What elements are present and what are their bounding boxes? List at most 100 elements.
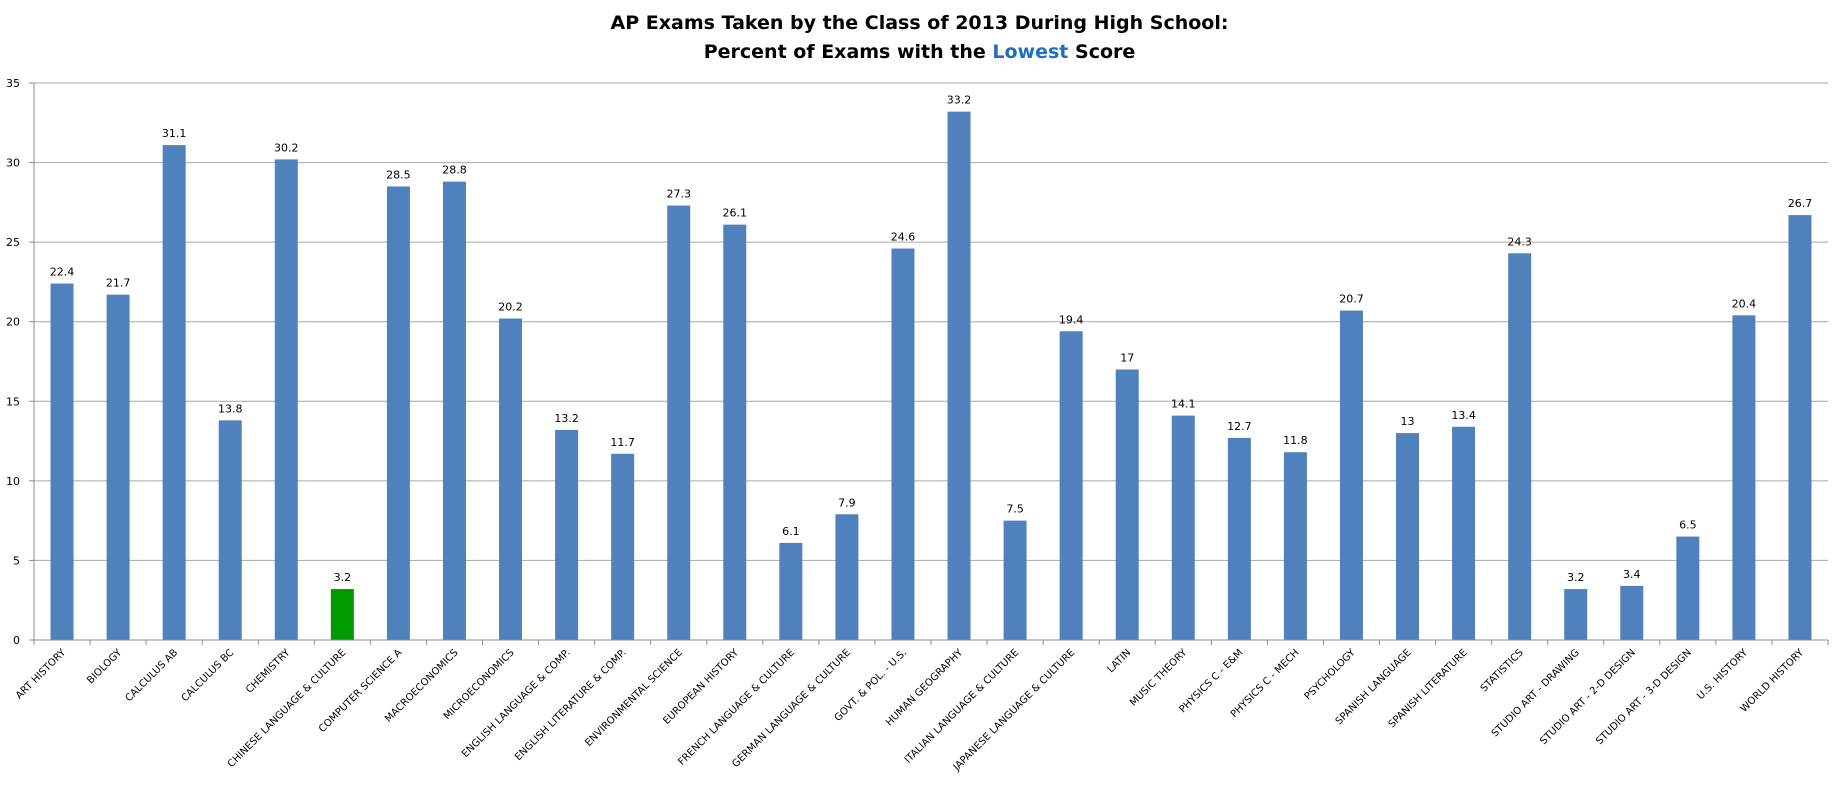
x-tick-label: ENVIRONMENTAL SCIENCE — [583, 647, 685, 749]
data-label: 13 — [1401, 415, 1415, 428]
bars — [50, 111, 1812, 641]
bar — [1227, 437, 1251, 640]
data-label: 13.2 — [554, 412, 579, 425]
bar — [1003, 520, 1027, 640]
x-tick-label: LATIN — [1105, 647, 1133, 675]
data-label: 24.3 — [1507, 235, 1532, 248]
data-label: 3.4 — [1623, 568, 1641, 581]
data-label: 7.5 — [1006, 503, 1024, 516]
data-label: 11.7 — [610, 436, 635, 449]
bar — [1396, 433, 1420, 640]
data-label: 28.5 — [386, 168, 411, 181]
x-tick-label: BIOLOGY — [85, 647, 125, 687]
bar — [667, 205, 691, 641]
data-label: 20.4 — [1732, 297, 1757, 310]
x-tick-label: ART HISTORY — [14, 647, 69, 702]
data-label: 3.2 — [334, 571, 352, 584]
y-axis-tick-labels: 0 5 10 15 20 25 30 35 — [6, 77, 20, 647]
x-tick-label: WORLD HISTORY — [1739, 647, 1807, 715]
x-tick-label: U.S. HISTORY — [1695, 647, 1750, 702]
bar — [1620, 585, 1644, 640]
data-label: 27.3 — [666, 188, 691, 201]
bar — [106, 294, 130, 640]
chart-title-prefix: Percent of Exams with the — [703, 41, 993, 63]
data-label: 7.9 — [838, 496, 856, 509]
y-tick-label: 25 — [6, 236, 20, 249]
data-label: 13.8 — [218, 402, 243, 415]
x-tick-label: ENGLISH LANGUAGE & COMP. — [460, 647, 573, 760]
x-tick-label: CALCULUS BC — [180, 647, 237, 704]
y-tick-label: 10 — [6, 475, 20, 488]
data-label: 6.5 — [1679, 519, 1697, 532]
bar — [162, 145, 186, 640]
bar — [1564, 589, 1588, 640]
bar — [1339, 310, 1363, 640]
data-label: 26.1 — [723, 207, 748, 220]
y-tick-label: 30 — [6, 157, 20, 170]
gridlines — [34, 82, 1828, 561]
bar — [499, 318, 523, 640]
data-label: 30.2 — [274, 141, 299, 154]
x-tick-label: JAPANESE LANGUAGE & CULTURE — [951, 647, 1077, 773]
data-label: 20.7 — [1339, 293, 1364, 306]
x-tick-label: STUDIO ART - 2-D DESIGN — [1538, 647, 1638, 747]
bar — [330, 589, 354, 640]
bar — [555, 429, 579, 640]
bar — [442, 181, 466, 641]
bar — [50, 283, 74, 640]
bar — [1171, 415, 1195, 640]
x-tick-label: MUSIC THEORY — [1128, 647, 1190, 709]
x-tick-label: ITALIAN LANGUAGE & CULTURE — [903, 647, 1021, 765]
bar — [835, 514, 859, 640]
bar — [891, 248, 915, 640]
y-tick-label: 20 — [6, 316, 20, 329]
data-label: 33.2 — [947, 94, 972, 107]
bar — [1732, 315, 1756, 640]
bar — [218, 420, 242, 640]
data-label: 13.4 — [1451, 409, 1476, 422]
bar — [723, 224, 747, 640]
data-label: 26.7 — [1788, 197, 1813, 210]
chart-title-suffix: Score — [1068, 41, 1136, 63]
bar — [1059, 331, 1083, 640]
x-tick-label: STUDIO ART - 3-D DESIGN — [1594, 647, 1694, 747]
bar — [1508, 253, 1532, 640]
data-label: 11.8 — [1283, 434, 1308, 447]
bar — [274, 159, 298, 640]
x-tick-label: CHINESE LANGUAGE & CULTURE — [226, 647, 349, 770]
chart-title-highlight: Lowest — [992, 41, 1069, 63]
y-tick-label: 15 — [6, 395, 20, 408]
data-label: 12.7 — [1227, 420, 1252, 433]
bar — [1115, 369, 1139, 640]
data-label: 3.2 — [1567, 571, 1585, 584]
bar — [1452, 426, 1476, 640]
x-tick-label: CHEMISTRY — [244, 647, 293, 696]
y-tick-label: 0 — [13, 634, 20, 647]
data-label: 21.7 — [106, 277, 131, 290]
x-tick-label: STATISTICS — [1479, 647, 1526, 694]
chart-title-line-2: Percent of Exams with the Lowest Score — [0, 41, 1839, 63]
x-tick-label: FRENCH LANGUAGE & CULTURE — [676, 647, 797, 768]
x-tick-label: PSYCHOLOGY — [1303, 647, 1359, 703]
bar — [386, 186, 410, 640]
data-labels: 22.4 21.7 31.1 13.8 30.2 3.2 28.5 28.8 20.2 13.2 1… — [50, 94, 1812, 584]
bar — [1788, 215, 1812, 640]
data-label: 22.4 — [50, 266, 75, 279]
data-label: 28.8 — [442, 164, 467, 177]
x-tick-label: GERMAN LANGUAGE & CULTURE — [730, 647, 853, 770]
chart-title-line-1: AP Exams Taken by the Class of 2013 Duri… — [610, 12, 1229, 34]
bar — [611, 453, 635, 640]
data-label: 17 — [1120, 351, 1134, 364]
y-tick-label: 35 — [6, 77, 20, 90]
x-tick-label: CALCULUS AB — [123, 647, 180, 704]
data-label: 31.1 — [162, 127, 187, 140]
bar — [1676, 536, 1700, 640]
x-tick-label: ENGLISH LITERATURE & COMP. — [513, 647, 629, 763]
bar — [1283, 452, 1307, 640]
data-label: 6.1 — [782, 525, 800, 538]
bar — [779, 542, 803, 640]
axes — [29, 82, 1829, 645]
y-tick-label: 5 — [13, 554, 20, 567]
bar — [947, 111, 971, 640]
